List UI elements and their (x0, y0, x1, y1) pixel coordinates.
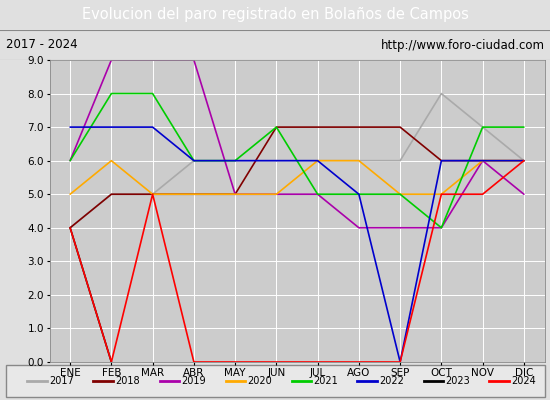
Text: 2017: 2017 (50, 376, 74, 386)
Text: 2022: 2022 (379, 376, 404, 386)
Text: 2019: 2019 (182, 376, 206, 386)
Text: Evolucion del paro registrado en Bolaños de Campos: Evolucion del paro registrado en Bolaños… (81, 8, 469, 22)
Text: 2017 - 2024: 2017 - 2024 (6, 38, 77, 52)
Text: 2020: 2020 (248, 376, 272, 386)
Text: http://www.foro-ciudad.com: http://www.foro-ciudad.com (381, 38, 544, 52)
Text: 2018: 2018 (116, 376, 140, 386)
Text: 2021: 2021 (314, 376, 338, 386)
FancyBboxPatch shape (6, 365, 544, 397)
Text: 2023: 2023 (446, 376, 470, 386)
Text: 2024: 2024 (512, 376, 536, 386)
